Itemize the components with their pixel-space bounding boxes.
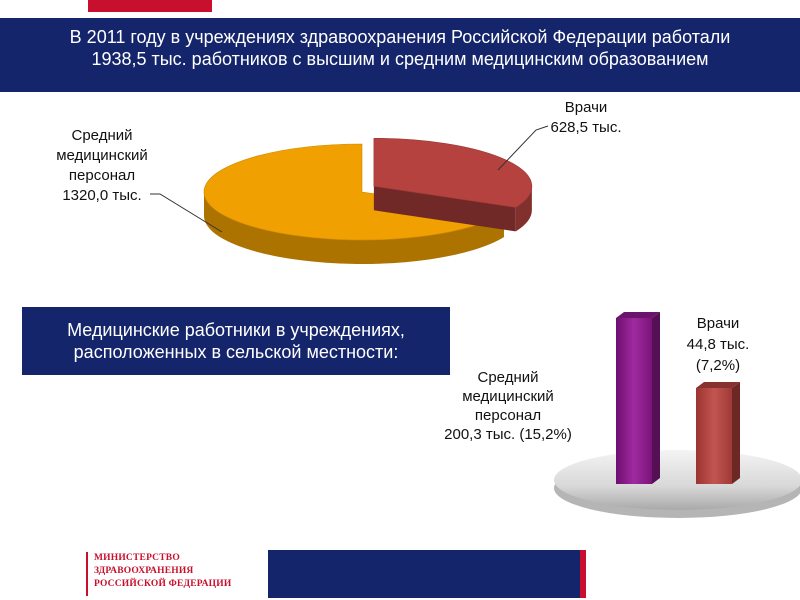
bar-label-nurses-line: медицинский bbox=[462, 388, 554, 405]
pie-leader-doctors bbox=[497, 125, 549, 171]
pie-label-doctors-line: 628,5 тыс. bbox=[550, 119, 621, 136]
pie-slice-side bbox=[204, 192, 504, 264]
ministry-logo: МИНИСТЕРСТВО ЗДРАВООХРАНЕНИЯ РОССИЙСКОЙ … bbox=[86, 552, 266, 596]
title-line: 1938,5 тыс. работников с высшим и средни… bbox=[91, 49, 709, 69]
footer-bar bbox=[268, 550, 580, 598]
bar-label-doctors-line: Врачи bbox=[697, 315, 740, 332]
rural-title: Медицинские работники в учреждениях, рас… bbox=[22, 319, 450, 363]
bar-label-doctors-line: (7,2%) bbox=[696, 357, 740, 374]
bar-platform bbox=[554, 450, 800, 510]
bar-label-doctors: Врачи 44,8 тыс. (7,2%) bbox=[687, 315, 750, 374]
bar-side bbox=[732, 382, 740, 484]
logo-line: РОССИЙСКОЙ ФЕДЕРАЦИИ bbox=[94, 579, 232, 589]
pie-label-nurses-line: 1320,0 тыс. bbox=[62, 187, 141, 204]
pie-chart bbox=[203, 137, 533, 264]
bar-front bbox=[696, 388, 732, 484]
logo-line: ЗДРАВООХРАНЕНИЯ bbox=[94, 566, 194, 576]
bar-label-nurses: Средний медицинский персонал 200,3 тыс. (15… bbox=[444, 369, 572, 443]
bar-front bbox=[616, 318, 652, 484]
bar-label-nurses-line: 200,3 тыс. (15,2%) bbox=[444, 426, 572, 443]
pie-label-nurses-line: персонал bbox=[69, 167, 135, 184]
pie-label-nurses: Средний медицинский персонал 1320,0 тыс. bbox=[56, 127, 148, 204]
logo-line: МИНИСТЕРСТВО bbox=[94, 553, 180, 563]
pie-slice bbox=[373, 137, 533, 232]
title-banner: В 2011 году в учреждениях здравоохранени… bbox=[0, 18, 800, 92]
bar-side bbox=[652, 312, 660, 484]
rural-title-line: Медицинские работники в учреждениях, bbox=[67, 320, 405, 340]
rural-banner: Медицинские работники в учреждениях, рас… bbox=[22, 307, 450, 375]
rural-title-line: расположенных в сельской местности: bbox=[73, 342, 399, 362]
bar bbox=[696, 382, 740, 484]
top-accent-bar bbox=[88, 0, 212, 12]
pie-slice-top bbox=[373, 137, 533, 208]
pie-label-nurses-line: медицинский bbox=[56, 147, 148, 164]
bar-top bbox=[696, 382, 740, 388]
page-title: В 2011 году в учреждениях здравоохранени… bbox=[14, 26, 786, 70]
chart-labels: Врачи 628,5 тыс. Средний медицинский персона… bbox=[56, 99, 749, 443]
title-line: В 2011 году в учреждениях здравоохранени… bbox=[69, 27, 731, 47]
bar-chart bbox=[554, 312, 800, 518]
pie-label-doctors: Врачи 628,5 тыс. bbox=[550, 99, 621, 136]
pie-leader-nurses bbox=[150, 193, 223, 233]
bar bbox=[616, 312, 660, 484]
bar-label-nurses-line: персонал bbox=[475, 407, 541, 424]
bar-label-doctors-line: 44,8 тыс. bbox=[687, 336, 750, 353]
bar-label-nurses-line: Средний bbox=[478, 369, 539, 386]
pie-label-nurses-line: Средний bbox=[72, 127, 133, 144]
pie-slice-wall bbox=[373, 186, 516, 232]
footer-accent bbox=[580, 550, 586, 598]
bar-top bbox=[616, 312, 660, 318]
pie-label-doctors-line: Врачи bbox=[565, 99, 608, 116]
